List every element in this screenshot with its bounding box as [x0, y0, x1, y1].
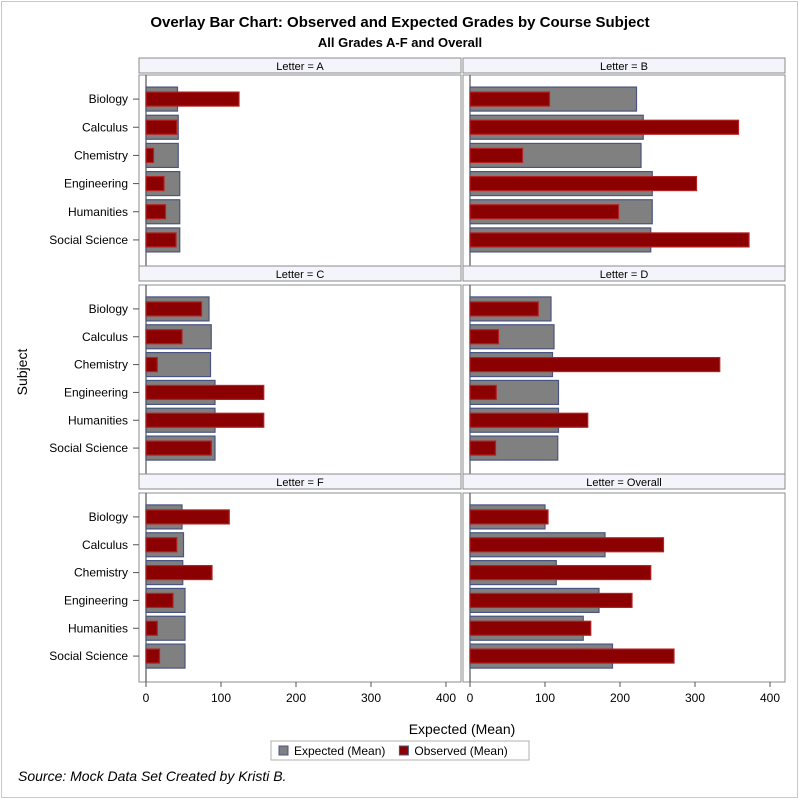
observed-bar [145, 329, 183, 345]
observed-bar [469, 564, 652, 581]
observed-bar [469, 232, 750, 248]
observed-bar [145, 648, 161, 664]
observed-bar [469, 301, 539, 317]
category-label: Humanities [68, 413, 128, 427]
category-label: Calculus [82, 538, 128, 552]
legend-label: Observed (Mean) [414, 744, 507, 758]
panel: Letter = B [462, 57, 786, 267]
category-label: Chemistry [74, 358, 128, 372]
observed-bar [145, 301, 203, 317]
panel: Letter = F Biology Calculus Chemistry Engine… [49, 473, 462, 705]
observed-bar [469, 509, 549, 525]
x-tick-label: 400 [436, 691, 456, 705]
panel-header-bg [462, 57, 786, 74]
observed-bar [469, 412, 589, 428]
category-label: Biology [89, 92, 128, 106]
observed-bar [469, 537, 665, 553]
category-label: Humanities [68, 621, 128, 635]
x-tick-label: 0 [143, 691, 150, 705]
category-label: Engineering [64, 177, 128, 191]
chart-subtitle: All Grades A-F and Overall [318, 35, 482, 50]
panel-header-bg [462, 473, 786, 490]
x-tick-label: 100 [535, 691, 555, 705]
x-tick-label: 200 [286, 691, 306, 705]
observed-bar [145, 440, 212, 456]
observed-bar [469, 329, 500, 345]
observed-bar [469, 648, 675, 664]
observed-bar [469, 119, 740, 135]
category-label: Humanities [68, 205, 128, 219]
panel-header-bg [462, 265, 786, 282]
x-tick-label: 400 [760, 691, 780, 705]
legend-swatch [278, 745, 289, 756]
category-label: Chemistry [74, 566, 128, 580]
panel-header: Letter = Overall [586, 477, 662, 489]
observed-bar [145, 564, 213, 581]
footnote: Source: Mock Data Set Created by Kristi … [18, 768, 287, 784]
panel: Letter = D [462, 265, 786, 475]
x-tick-label: 300 [685, 691, 705, 705]
x-tick-label: 200 [610, 691, 630, 705]
observed-bar [145, 509, 230, 525]
observed-bar [469, 620, 592, 636]
observed-bar [145, 147, 155, 164]
category-label: Calculus [82, 120, 128, 134]
category-label: Engineering [64, 593, 128, 607]
legend-label: Expected (Mean) [294, 744, 385, 758]
category-label: Biology [89, 302, 128, 316]
panel-header: Letter = F [276, 477, 324, 489]
observed-bar [145, 91, 240, 107]
panel-header: Letter = D [600, 269, 649, 281]
category-label: Calculus [82, 330, 128, 344]
panel-header: Letter = B [600, 61, 648, 73]
panel-header-bg [138, 473, 462, 490]
observed-bar [145, 592, 174, 609]
category-label: Social Science [49, 441, 128, 455]
observed-bar [469, 440, 497, 456]
observed-bar [469, 147, 524, 164]
observed-bar [145, 620, 158, 636]
panel-frame [462, 492, 786, 683]
observed-bar [145, 537, 178, 553]
panel: Letter = Overall 0 100 200 300 400 [462, 473, 786, 705]
observed-bar [145, 356, 158, 373]
legend: Expected (Mean) Observed (Mean) [270, 740, 530, 761]
observed-bar [145, 204, 167, 220]
panel-frame [138, 492, 462, 683]
x-tick-label: 0 [467, 691, 474, 705]
panel-header: Letter = C [276, 269, 325, 281]
observed-bar [145, 412, 265, 428]
observed-bar [145, 119, 178, 135]
panel-grid: Letter = A Biology Calculus Chemistry Engine… [49, 57, 786, 705]
chart-title: Overlay Bar Chart: Observed and Expected… [150, 14, 649, 31]
observed-bar [469, 592, 633, 609]
x-tick-label: 100 [211, 691, 231, 705]
category-label: Social Science [49, 233, 128, 247]
legend-swatch [398, 745, 409, 756]
category-label: Engineering [64, 385, 128, 399]
observed-bar [469, 384, 497, 401]
category-label: Biology [89, 510, 128, 524]
y-axis-label: Subject [14, 349, 30, 396]
observed-bar [469, 91, 551, 107]
x-axis-label: Expected (Mean) [409, 721, 516, 737]
observed-bar [145, 384, 265, 401]
observed-bar [145, 232, 177, 248]
observed-bar [469, 204, 620, 220]
panel-header-bg [138, 57, 462, 74]
panel-header: Letter = A [276, 61, 324, 73]
x-tick-label: 300 [361, 691, 381, 705]
observed-bar [469, 356, 721, 373]
category-label: Social Science [49, 649, 128, 663]
category-label: Chemistry [74, 148, 128, 162]
panel-header-bg [138, 265, 462, 282]
panel: Letter = C Biology Calculus Chemistry Engine… [49, 265, 462, 475]
observed-bar [145, 175, 165, 192]
observed-bar [469, 175, 698, 192]
